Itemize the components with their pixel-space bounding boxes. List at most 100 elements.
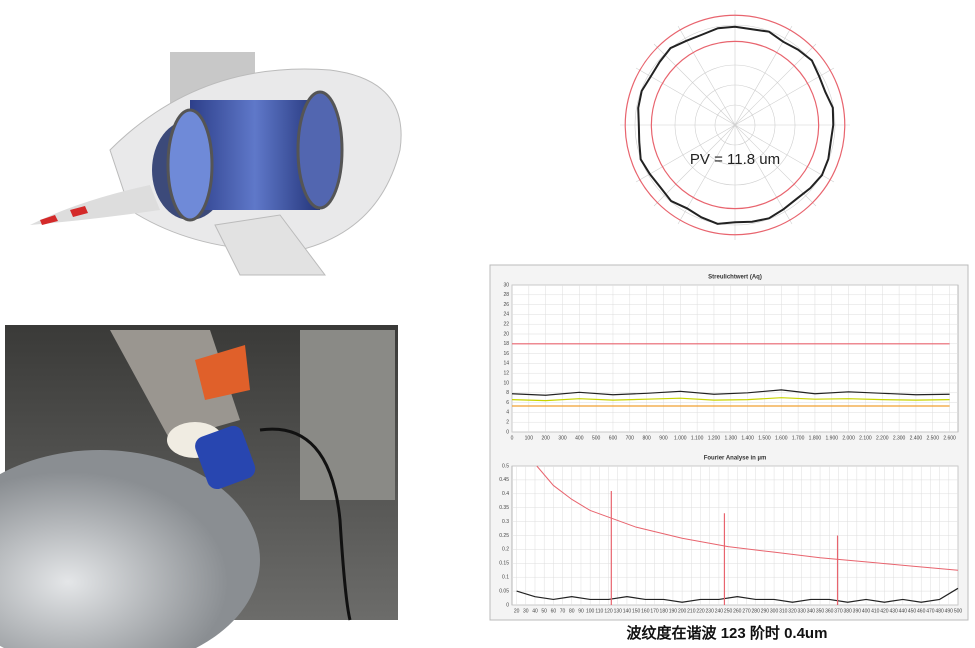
x-tick-label: 30: [523, 608, 529, 614]
x-tick-label: 600: [609, 435, 618, 441]
x-tick-label: 220: [696, 608, 705, 614]
series-line: [511, 397, 950, 402]
annotation: PV = 11.8 um: [690, 151, 780, 168]
y-tick-label: 0.25: [499, 533, 509, 539]
x-tick-label: 70: [560, 608, 566, 614]
y-tick-label: 10: [503, 380, 509, 386]
y-tick-label: 0.5: [502, 463, 509, 469]
x-tick-label: 200: [678, 608, 687, 614]
y-tick-label: 0.05: [499, 588, 509, 594]
x-tick-label: 1.700: [792, 435, 805, 441]
y-tick-label: 30: [503, 282, 509, 288]
x-tick-label: 110: [595, 608, 603, 614]
turbine-illustration: [30, 52, 402, 276]
y-tick-label: 20: [503, 331, 509, 337]
x-tick-label: 480: [935, 608, 944, 614]
y-tick-label: 16: [503, 351, 509, 357]
x-tick-label: 40: [532, 608, 538, 614]
x-tick-label: 2.400: [910, 435, 923, 441]
x-tick-label: 2.600: [943, 435, 956, 441]
x-tick-label: 320: [788, 608, 797, 614]
x-tick-label: 160: [641, 608, 650, 614]
limit-circle: [624, 14, 846, 236]
y-tick-label: 0.3: [502, 519, 509, 525]
x-tick-label: 460: [917, 608, 926, 614]
x-tick-label: 380: [843, 608, 852, 614]
x-tick-label: 440: [899, 608, 908, 614]
x-tick-label: 290: [761, 608, 770, 614]
x-tick-label: 1.400: [741, 435, 754, 441]
x-tick-label: 500: [954, 608, 963, 614]
x-tick-label: 2.200: [876, 435, 889, 441]
x-tick-label: 400: [575, 435, 584, 441]
x-tick-label: 800: [642, 435, 651, 441]
x-tick-label: 420: [880, 608, 889, 614]
y-tick-label: 14: [503, 361, 509, 367]
x-tick-label: 80: [569, 608, 575, 614]
x-tick-label: 330: [797, 608, 806, 614]
x-tick-label: 340: [807, 608, 816, 614]
x-tick-label: 60: [551, 608, 557, 614]
x-tick-label: 250: [724, 608, 733, 614]
series-line: [516, 587, 959, 603]
y-tick-label: 0.35: [499, 505, 509, 511]
limit-circle: [650, 40, 820, 210]
series-line: [511, 389, 950, 396]
x-tick-label: 2.300: [893, 435, 906, 441]
x-tick-label: 200: [541, 435, 550, 441]
y-tick-label: 12: [503, 371, 509, 377]
x-tick-label: 1.500: [758, 435, 771, 441]
x-tick-label: 140: [623, 608, 632, 614]
x-tick-label: 260: [733, 608, 742, 614]
x-tick-label: 300: [770, 608, 779, 614]
x-tick-label: 350: [816, 608, 825, 614]
x-tick-label: 500: [592, 435, 601, 441]
chart-title: Streulichtwert (Aq): [708, 275, 762, 281]
y-tick-label: 8: [506, 390, 509, 396]
x-tick-label: 390: [853, 608, 862, 614]
x-tick-label: 120: [604, 608, 613, 614]
x-tick-label: 50: [541, 608, 547, 614]
y-tick-label: 0.2: [502, 547, 509, 553]
y-tick-label: 22: [503, 322, 509, 328]
limit-curve: [536, 465, 959, 571]
caption: 波纹度在谐波 123 阶时 0.4um: [627, 624, 828, 642]
x-tick-label: 280: [752, 608, 761, 614]
x-tick-label: 100: [525, 435, 534, 441]
y-tick-label: 28: [503, 292, 509, 298]
x-tick-label: 1.300: [725, 435, 738, 441]
x-tick-label: 170: [650, 608, 659, 614]
x-tick-label: 240: [715, 608, 724, 614]
polar-chart: [620, 10, 850, 240]
profile-line: [637, 25, 835, 225]
x-tick-label: 410: [871, 608, 880, 614]
x-tick-label: 300: [558, 435, 567, 441]
x-tick-label: 1.100: [691, 435, 704, 441]
x-tick-label: 2.000: [842, 435, 855, 441]
y-tick-label: 0.45: [499, 477, 509, 483]
x-tick-label: 1.000: [674, 435, 687, 441]
x-tick-label: 1.900: [826, 435, 839, 441]
x-tick-label: 100: [586, 608, 595, 614]
x-tick-label: 190: [669, 608, 678, 614]
x-tick-label: 180: [660, 608, 669, 614]
x-tick-label: 90: [578, 608, 584, 614]
chart-title: Fourier Analyse in µm: [704, 456, 767, 462]
x-tick-label: 20: [514, 608, 520, 614]
y-tick-label: 24: [503, 312, 509, 318]
plot-area: [511, 284, 959, 433]
machining-photo: [0, 325, 398, 648]
x-tick-label: 450: [908, 608, 917, 614]
y-tick-label: 0.4: [502, 491, 509, 497]
x-tick-label: 1.800: [809, 435, 822, 441]
y-tick-label: 26: [503, 302, 509, 308]
x-tick-label: 310: [779, 608, 788, 614]
x-tick-label: 210: [687, 608, 696, 614]
y-tick-label: 0: [506, 602, 509, 608]
x-tick-label: 1.200: [708, 435, 721, 441]
x-tick-label: 470: [926, 608, 935, 614]
x-tick-label: 490: [945, 608, 954, 614]
x-tick-label: 1.600: [775, 435, 788, 441]
y-tick-label: 0: [506, 429, 509, 435]
